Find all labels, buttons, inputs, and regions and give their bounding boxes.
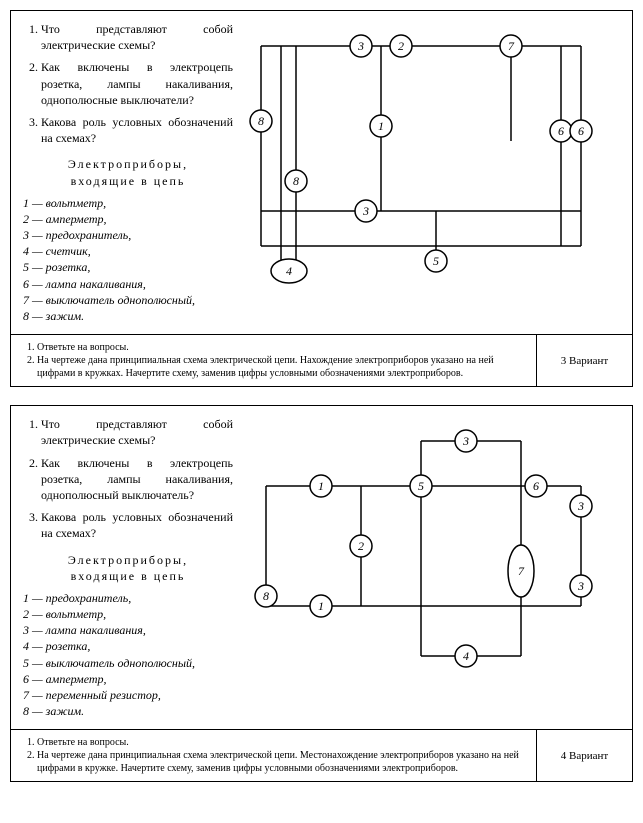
legend-item: 2 — амперметр,: [23, 211, 233, 227]
instruction-item: На чертеже дана принципиальная схема эле…: [37, 354, 526, 380]
card-top: Что представляют собой электрические схе…: [11, 11, 632, 334]
svg-text:8: 8: [258, 114, 264, 128]
legend-item: 8 — зажим.: [23, 703, 233, 719]
question-item: Какова роль условных обозначений на схем…: [41, 509, 233, 541]
svg-text:2: 2: [358, 539, 364, 553]
question-item: Что представляют собой электрические схе…: [41, 21, 233, 53]
svg-text:3: 3: [577, 499, 584, 513]
legend-list: 1 — предохранитель,2 — вольтметр,3 — лам…: [23, 590, 233, 720]
card-bottom: Ответьте на вопросы. На чертеже дана при…: [11, 729, 632, 781]
diagram-area: 8 8 3 2 1 7 66 3 4 5: [241, 11, 632, 334]
diagram-area: 8 1 1 2 5 3 6 3 3 4 7: [241, 406, 632, 729]
instructions: Ответьте на вопросы. На чертеже дана при…: [11, 730, 536, 781]
legend-item: 7 — выключатель однополюсный,: [23, 292, 233, 308]
card-variant-4: Что представляют собой электрические схе…: [10, 405, 633, 782]
svg-text:7: 7: [508, 39, 515, 53]
legend-item: 2 — вольтметр,: [23, 606, 233, 622]
svg-text:4: 4: [463, 649, 469, 663]
svg-text:4: 4: [286, 264, 292, 278]
svg-text:7: 7: [518, 564, 525, 578]
svg-text:5: 5: [433, 254, 439, 268]
legend-item: 3 — лампа накаливания,: [23, 622, 233, 638]
section-title: Электроприборы, входящие в цепь: [23, 552, 233, 584]
card-bottom: Ответьте на вопросы. На чертеже дана при…: [11, 334, 632, 386]
legend-item: 1 — предохранитель,: [23, 590, 233, 606]
instruction-item: Ответьте на вопросы.: [37, 341, 526, 354]
card-top: Что представляют собой электрические схе…: [11, 406, 632, 729]
left-column: Что представляют собой электрические схе…: [11, 406, 241, 729]
svg-text:6: 6: [578, 124, 584, 138]
svg-text:2: 2: [398, 39, 404, 53]
questions-list: Что представляют собой электрические схе…: [23, 21, 233, 146]
svg-text:1: 1: [318, 599, 324, 613]
legend-item: 5 — выключатель однополюсный,: [23, 655, 233, 671]
svg-text:8: 8: [263, 589, 269, 603]
svg-text:3: 3: [462, 434, 469, 448]
circuit-diagram: 8 8 3 2 1 7 66 3 4 5: [241, 11, 621, 311]
svg-text:3: 3: [357, 39, 364, 53]
svg-text:3: 3: [362, 204, 369, 218]
question-item: Как включены в электроцепь розетка, ламп…: [41, 455, 233, 504]
svg-text:5: 5: [418, 479, 424, 493]
instruction-item: На чертеже дана принципиальная схема эле…: [37, 749, 526, 775]
question-item: Какова роль условных обозначений на схем…: [41, 114, 233, 146]
variant-label: 3 Вариант: [536, 335, 632, 386]
legend-item: 4 — розетка,: [23, 638, 233, 654]
legend-item: 5 — розетка,: [23, 259, 233, 275]
svg-text:3: 3: [577, 579, 584, 593]
legend-list: 1 — вольтметр,2 — амперметр,3 — предохра…: [23, 195, 233, 325]
svg-text:6: 6: [558, 124, 564, 138]
legend-item: 6 — лампа накаливания,: [23, 276, 233, 292]
section-title: Электроприборы, входящие в цепь: [23, 156, 233, 188]
question-item: Что представляют собой электрические схе…: [41, 416, 233, 448]
svg-text:1: 1: [318, 479, 324, 493]
circuit-diagram: 8 1 1 2 5 3 6 3 3 4 7: [241, 406, 621, 696]
svg-text:6: 6: [533, 479, 539, 493]
instructions: Ответьте на вопросы. На чертеже дана при…: [11, 335, 536, 386]
variant-label: 4 Вариант: [536, 730, 632, 781]
legend-item: 1 — вольтметр,: [23, 195, 233, 211]
svg-text:8: 8: [293, 174, 299, 188]
question-item: Как включены в электроцепь розетка, ламп…: [41, 59, 233, 108]
legend-item: 8 — зажим.: [23, 308, 233, 324]
instruction-item: Ответьте на вопросы.: [37, 736, 526, 749]
left-column: Что представляют собой электрические схе…: [11, 11, 241, 334]
legend-item: 3 — предохранитель,: [23, 227, 233, 243]
questions-list: Что представляют собой электрические схе…: [23, 416, 233, 541]
legend-item: 7 — переменный резистор,: [23, 687, 233, 703]
legend-item: 6 — амперметр,: [23, 671, 233, 687]
card-variant-3: Что представляют собой электрические схе…: [10, 10, 633, 387]
svg-text:1: 1: [378, 119, 384, 133]
legend-item: 4 — счетчик,: [23, 243, 233, 259]
